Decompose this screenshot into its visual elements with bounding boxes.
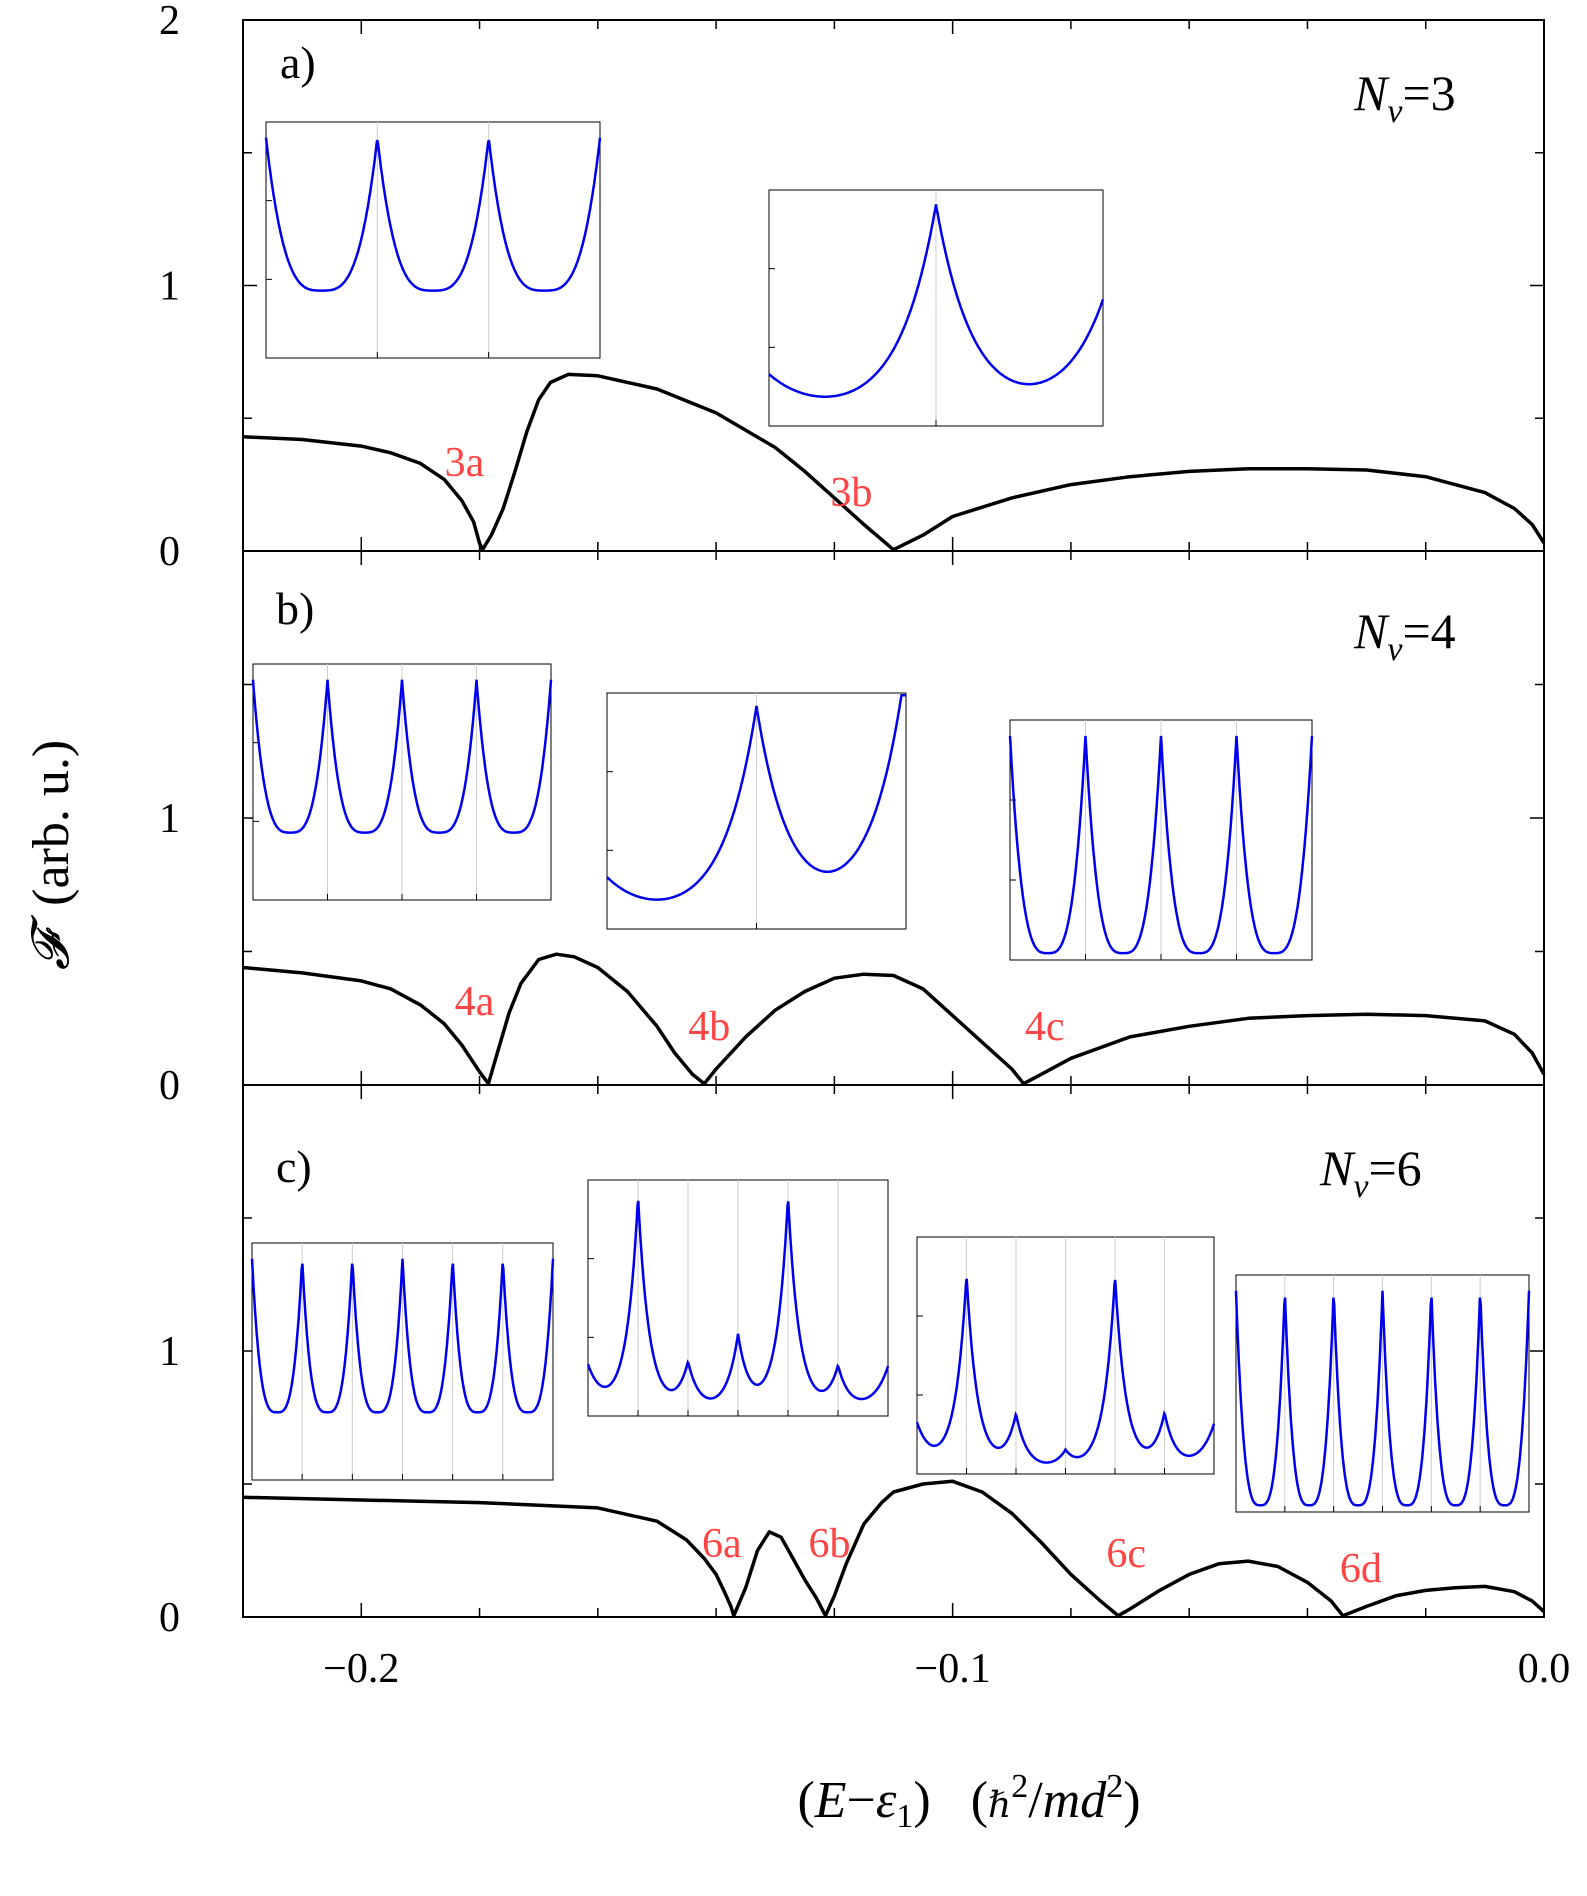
point-label-6a: 6a	[702, 1521, 742, 1567]
y-axis-title: 𝓕 (arb. u.)	[23, 740, 80, 970]
xlabel-close-paren: )	[913, 1772, 930, 1829]
point-label-6c: 6c	[1106, 1531, 1146, 1577]
nv-value: =3	[1402, 65, 1455, 121]
xlabel-md: md	[1043, 1772, 1108, 1829]
xlabel-epsilon-subscript: 1	[896, 1798, 913, 1835]
point-label-6b: 6b	[808, 1521, 850, 1567]
nv-symbol: N	[1353, 603, 1390, 659]
panel-b: 0 1 b) Nv=4 4a 4b 4c	[159, 550, 1546, 1109]
inset-4c	[1008, 719, 1314, 961]
main-curve	[242, 372, 1546, 552]
y-tick-label: 0	[159, 529, 180, 575]
nv-subscript: v	[1353, 1168, 1369, 1205]
inset-6a	[250, 1242, 555, 1481]
xlabel-hbar: ℏ	[988, 1785, 1011, 1825]
y-tick-label: 0	[159, 1063, 180, 1109]
nv-label: Nv=6	[1319, 1140, 1422, 1205]
nv-subscript: v	[1387, 631, 1403, 668]
point-label-4a: 4a	[455, 979, 495, 1025]
ylabel-symbol: 𝓕	[23, 914, 80, 970]
point-label-3a: 3a	[445, 440, 485, 486]
nv-label: Nv=4	[1353, 603, 1456, 668]
point-label-4b: 4b	[688, 1004, 730, 1050]
nv-subscript: v	[1387, 93, 1403, 130]
inset-curve	[768, 204, 1105, 398]
svg-text:𝓕(arb. u.): 𝓕 (arb. u.)	[23, 740, 80, 970]
inset-6b	[586, 1179, 890, 1417]
main-curve	[242, 1479, 1546, 1618]
x-axis-title: (E−ε1) (ℏ2/md2)	[797, 1768, 1140, 1835]
x-tick-label: 0.0	[1518, 1646, 1571, 1692]
inset-curve	[250, 1258, 555, 1414]
xlabel-epsilon: ε	[876, 1772, 897, 1829]
x-tick-label: −0.1	[915, 1646, 991, 1692]
xlabel-open-paren: (	[797, 1772, 814, 1829]
inset-frame	[265, 121, 601, 359]
inset-curve	[251, 679, 553, 834]
y-tick-label: 0	[159, 1595, 180, 1641]
inset-curve	[1234, 1290, 1531, 1507]
panel-c: 0 1 c) Nv=6 6a 6b 6c 6d	[159, 1084, 1546, 1641]
inset-6c	[915, 1236, 1216, 1475]
point-label-4c: 4c	[1025, 1004, 1065, 1050]
inset-6d	[1234, 1274, 1531, 1513]
xlabel-superscript-2: 2	[1011, 1768, 1028, 1805]
nv-label: Nv=3	[1353, 65, 1456, 130]
panel-a: 0 1 2 a) Nv=3 3a 3b	[159, 0, 1546, 575]
y-tick-label: 2	[159, 0, 180, 44]
nv-value: =6	[1368, 1140, 1421, 1196]
main-curve	[242, 952, 1546, 1086]
inset-curve	[606, 693, 906, 901]
nv-symbol: N	[1353, 65, 1390, 121]
point-label-6d: 6d	[1340, 1546, 1382, 1592]
xlabel-slash: /	[1028, 1772, 1043, 1829]
x-tick-label: −0.2	[323, 1646, 399, 1692]
y-tick-label: 1	[159, 1329, 180, 1375]
inset-curve	[586, 1200, 890, 1401]
xlabel-superscript-2b: 2	[1106, 1768, 1123, 1805]
panel-label: a)	[280, 37, 316, 88]
ylabel-units: (arb. u.)	[23, 740, 80, 906]
xlabel-unit-close-paren: )	[1123, 1772, 1140, 1829]
point-label-3b: 3b	[830, 470, 872, 516]
inset-curve	[1008, 735, 1314, 955]
svg-text:(E−ε1)(ℏ2/md2): (E−ε1) (ℏ2/md2)	[797, 1768, 1140, 1835]
inset-4a	[251, 663, 553, 901]
panel-label: c)	[276, 1141, 312, 1192]
xlabel-minus: −	[847, 1772, 876, 1829]
nv-symbol: N	[1319, 1140, 1356, 1196]
nv-value: =4	[1402, 603, 1455, 659]
y-tick-label: 1	[159, 796, 180, 842]
inset-curve	[264, 137, 602, 292]
panel-label: b)	[276, 583, 314, 634]
inset-4b	[606, 692, 907, 930]
xlabel-energy: E	[814, 1772, 847, 1829]
xlabel-unit-open-paren: (	[971, 1772, 988, 1829]
inset-3a	[264, 121, 602, 359]
inset-3b	[768, 189, 1105, 427]
inset-curve	[915, 1278, 1216, 1464]
y-tick-label: 1	[159, 264, 180, 310]
